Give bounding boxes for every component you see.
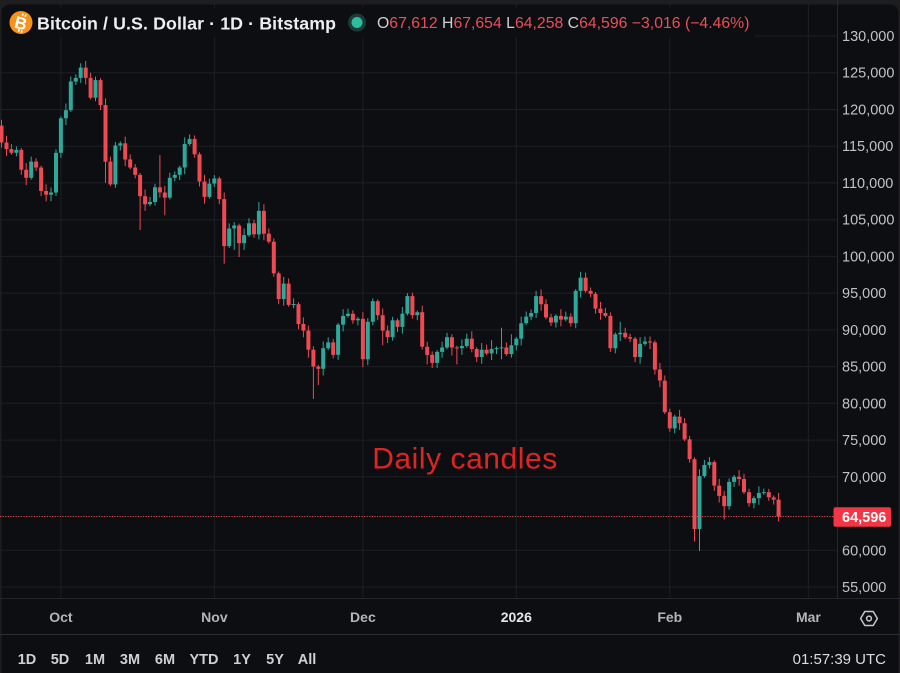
svg-text:2026: 2026 — [501, 609, 532, 625]
svg-text:130,000: 130,000 — [842, 29, 894, 45]
svg-text:115,000: 115,000 — [842, 139, 893, 155]
svg-text:6M: 6M — [155, 652, 175, 668]
svg-text:1D: 1D — [18, 652, 37, 668]
svg-text:110,000: 110,000 — [842, 176, 893, 192]
svg-text:85,000: 85,000 — [842, 360, 886, 376]
svg-text:3M: 3M — [120, 652, 140, 668]
svg-text:75,000: 75,000 — [842, 433, 886, 449]
svg-text:100,000: 100,000 — [842, 249, 894, 265]
svg-text:1M: 1M — [85, 652, 105, 668]
svg-text:01:57:39 UTC: 01:57:39 UTC — [793, 651, 887, 668]
svg-text:5D: 5D — [51, 652, 70, 668]
svg-text:Mar: Mar — [796, 609, 821, 625]
svg-text:Bitcoin / U.S. Dollar · 1D · B: Bitcoin / U.S. Dollar · 1D · Bitstamp — [37, 14, 336, 34]
svg-text:YTD: YTD — [190, 652, 219, 668]
svg-text:Nov: Nov — [201, 609, 228, 625]
svg-text:O67,612 H67,654 L64,258 C64,59: O67,612 H67,654 L64,258 C64,596 −3,016 (… — [377, 15, 749, 32]
svg-text:95,000: 95,000 — [842, 286, 886, 302]
svg-text:55,000: 55,000 — [842, 580, 886, 596]
svg-text:All: All — [298, 652, 317, 668]
svg-text:B: B — [13, 13, 30, 34]
svg-text:1Y: 1Y — [233, 652, 251, 668]
svg-text:80,000: 80,000 — [842, 396, 886, 412]
svg-text:90,000: 90,000 — [842, 323, 886, 339]
svg-text:105,000: 105,000 — [842, 213, 894, 229]
svg-text:120,000: 120,000 — [842, 103, 894, 119]
svg-text:Dec: Dec — [350, 609, 376, 625]
svg-text:70,000: 70,000 — [842, 470, 886, 486]
svg-text:Daily candles: Daily candles — [372, 443, 558, 476]
svg-text:Feb: Feb — [657, 609, 682, 625]
svg-text:Oct: Oct — [49, 609, 73, 625]
svg-text:5Y: 5Y — [266, 652, 284, 668]
svg-text:60,000: 60,000 — [842, 543, 886, 559]
svg-text:64,596: 64,596 — [842, 510, 886, 526]
svg-text:125,000: 125,000 — [842, 66, 894, 82]
